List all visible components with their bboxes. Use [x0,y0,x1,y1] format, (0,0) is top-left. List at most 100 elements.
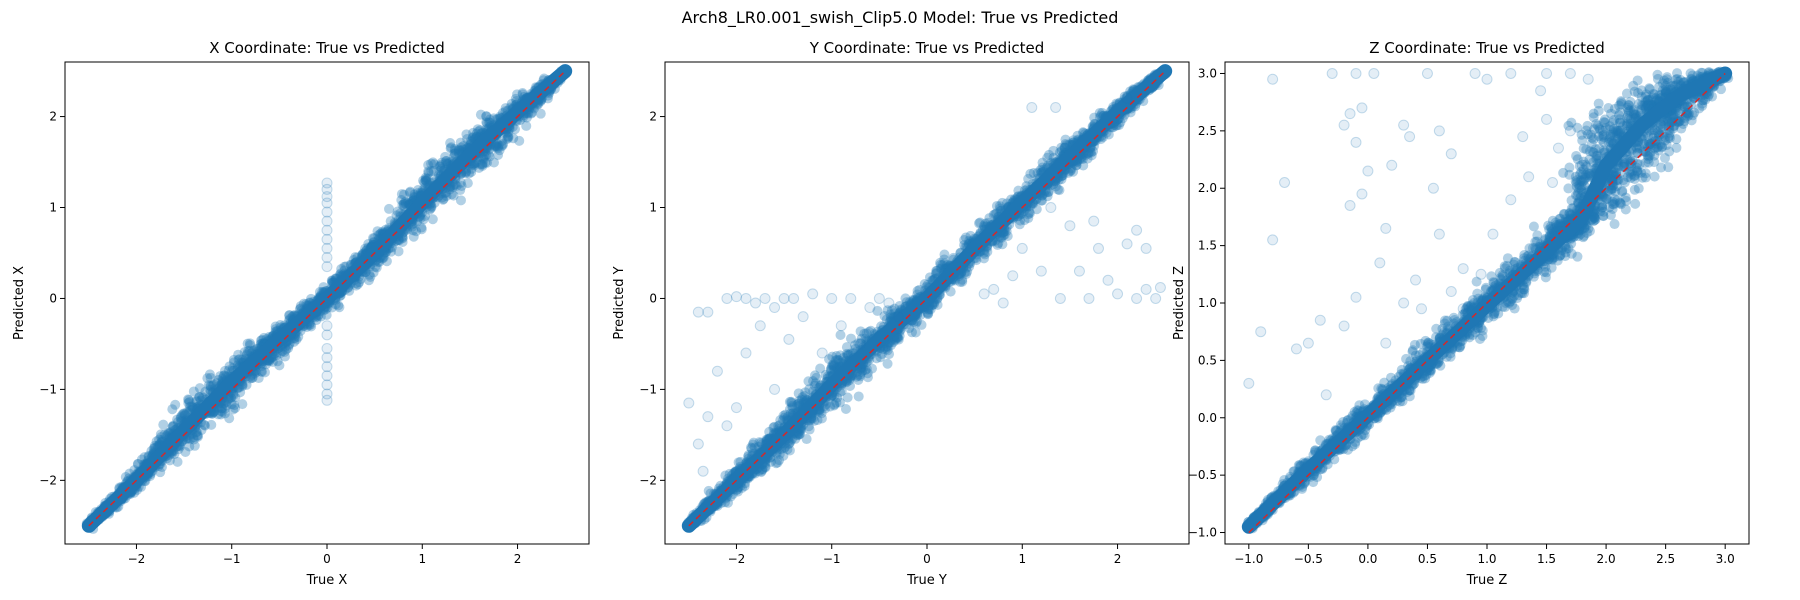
scatter-point [191,396,202,407]
scatter-point [794,395,805,406]
scatter-point [703,485,714,496]
scatter-point [243,346,254,357]
scatter-point [466,166,477,177]
scatter-point [733,457,744,468]
scatter-point [436,157,447,168]
scatter-point [159,429,170,440]
scatter-point [482,118,493,129]
scatter-point [450,145,461,156]
scatter-point [441,190,452,201]
scatter-point [233,354,244,365]
scatter-point [493,140,504,151]
scatter-point [449,148,460,159]
scatter-point [194,383,205,394]
scatter-point [786,396,797,407]
scatter-point [368,267,379,278]
scatter-point [453,145,464,156]
scatter-point [832,392,843,403]
scatter-point [474,162,485,173]
scatter-point [158,419,169,430]
scatter-point [155,429,166,440]
scatter-point [831,350,842,361]
scatter-point [167,404,178,415]
scatter-point [811,372,822,383]
scatter-point [787,400,798,411]
scatter-point [274,360,285,371]
scatter-point [450,179,461,190]
scatter-point [448,190,459,201]
plot-area [81,64,573,534]
scatter-point [393,246,404,257]
scatter-outlier-point [321,242,333,254]
scatter-point [746,443,757,454]
scatter-point [180,446,191,457]
scatter-point [502,134,513,145]
scatter-outliers [321,177,333,406]
scatter-point [816,408,827,419]
scatter-point [496,136,507,147]
scatter-point [408,231,419,242]
scatter-point [291,334,302,345]
scatter-point [215,409,226,420]
y-tick-label: −1 [39,382,57,396]
scatter-point [408,225,419,236]
scatter-point [451,180,462,191]
scatter-point [216,406,227,417]
scatter-point [477,158,488,169]
scatter-point [223,365,234,376]
scatter-point [820,403,831,414]
scatter-point [427,214,438,225]
scatter-point [247,372,258,383]
scatter-point [183,394,194,405]
scatter-point [445,143,456,154]
scatter-point [853,391,864,402]
scatter-point [735,456,746,467]
scatter-point [428,157,439,168]
x-axis-label: True X [306,573,348,588]
y-axis-label: Predicted X [12,266,27,340]
scatter-outlier-point [321,215,333,227]
scatter-point [420,175,431,186]
y-tick-label: 2 [49,110,57,124]
scatter-point [774,449,785,460]
scatter-point [757,465,768,476]
scatter-point [175,413,186,424]
scatter-point [435,159,446,170]
scatter-point [306,321,317,332]
scatter-point [484,151,495,162]
scatter-point [420,175,431,186]
scatter-point [192,430,203,441]
scatter-point [496,141,507,152]
scatter-point [441,155,452,166]
scatter-outlier-point [321,233,333,245]
y-tick-label: −2 [39,473,57,487]
scatter-point [217,406,228,417]
y-tick-label: 1 [49,201,57,215]
scatter-point [259,332,270,343]
scatter-point [803,421,814,432]
scatter-point [747,439,758,450]
scatter-point [455,137,466,148]
scatter-point [230,392,241,403]
scatter-point [828,359,839,370]
scatter-outlier-point [321,342,333,354]
scatter-point [447,182,458,193]
scatter-point [175,411,186,422]
scatter-point [435,161,446,172]
scatter-point [472,124,483,135]
scatter-point [503,131,514,142]
scatter-outlier-point [321,183,333,195]
scatter-point [194,392,205,403]
scatter-point [480,157,491,168]
scatter-point [764,426,775,437]
scatter-point [775,415,786,426]
scatter-point [454,144,465,155]
scatter-point [167,421,178,432]
scatter-point [455,185,466,196]
scatter-point [397,199,408,210]
scatter-point [295,301,306,312]
scatter-outlier-point [321,370,333,382]
scatter-outlier-point [321,224,333,236]
scatter-point [386,246,397,257]
